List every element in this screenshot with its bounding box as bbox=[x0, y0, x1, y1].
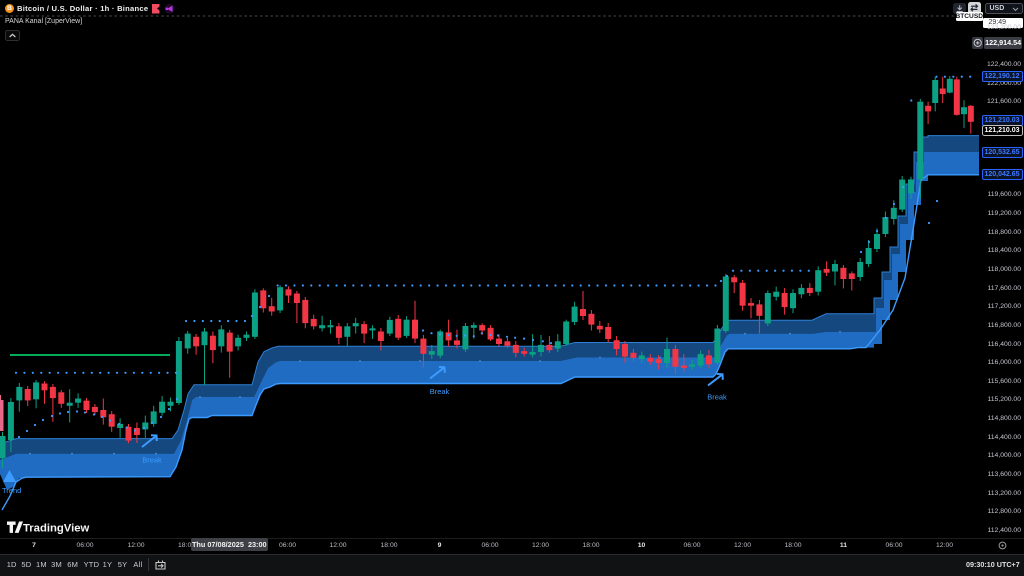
svg-text:Trend: Trend bbox=[2, 486, 21, 495]
svg-text:Break: Break bbox=[430, 387, 450, 396]
svg-text:Break: Break bbox=[707, 393, 727, 402]
svg-text:Break: Break bbox=[142, 456, 162, 465]
svg-text:TradingView: TradingView bbox=[23, 523, 90, 535]
